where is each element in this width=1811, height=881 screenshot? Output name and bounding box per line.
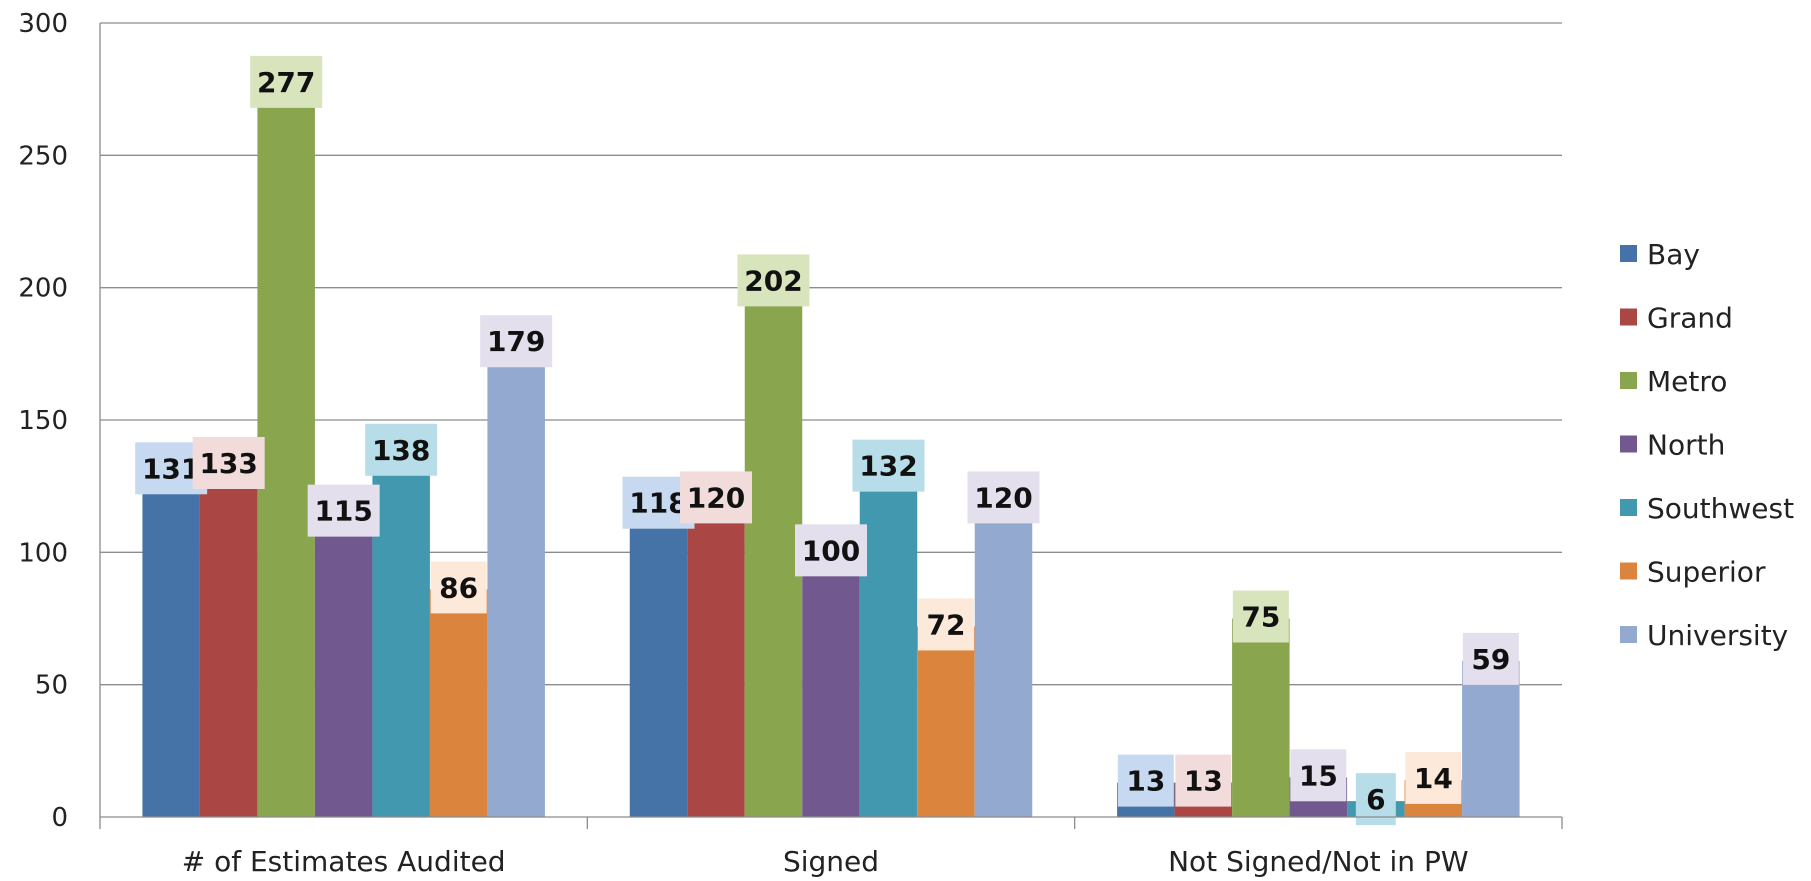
y-tick-label: 200 — [18, 274, 68, 304]
data-label-box — [1117, 754, 1174, 807]
data-label-box — [918, 598, 974, 651]
bar-metro — [257, 83, 315, 817]
legend-label: Southwest — [1647, 492, 1794, 525]
data-label: 59 — [1471, 643, 1510, 676]
data-label: 118 — [629, 487, 687, 520]
data-label-box — [192, 436, 265, 489]
bar-bay — [629, 504, 688, 817]
data-label: 132 — [859, 450, 917, 483]
legend-swatch — [1620, 245, 1637, 262]
x-axis: # of Estimates Audited Signed Not Signed/N… — [99, 23, 1563, 878]
data-label: 120 — [687, 481, 745, 514]
legend-label: Metro — [1647, 365, 1727, 398]
data-label-box — [967, 471, 1040, 524]
data-label-box — [680, 471, 752, 524]
data-label-box — [1290, 749, 1347, 802]
bar-superior — [429, 589, 488, 817]
legend-swatch — [1620, 435, 1637, 453]
data-label-box — [1405, 751, 1462, 804]
y-tick-label: 250 — [18, 141, 68, 171]
data-label: 13 — [1184, 765, 1223, 798]
category-label: Signed — [783, 845, 879, 878]
data-label-box — [1175, 754, 1232, 807]
data-label: 86 — [439, 571, 478, 604]
bar-university — [487, 343, 545, 817]
data-label-box — [1462, 632, 1519, 685]
data-label-box — [307, 484, 380, 537]
data-label: 120 — [974, 481, 1032, 514]
data-label-box — [795, 524, 867, 577]
y-tick-label: 0 — [51, 803, 68, 833]
y-tick-label: 50 — [35, 671, 68, 701]
data-label-box — [365, 423, 438, 476]
data-label: 115 — [314, 495, 372, 528]
category-label: Not Signed/Not in PW — [1168, 845, 1468, 878]
data-label-box — [430, 561, 487, 614]
legend-label: University — [1647, 619, 1788, 652]
y-tick-label: 300 — [18, 9, 68, 39]
data-label-box — [250, 55, 323, 108]
bar-metro — [1232, 618, 1290, 817]
data-label: 131 — [142, 452, 200, 485]
data-label: 138 — [372, 434, 430, 467]
data-label: 179 — [487, 325, 545, 358]
legend: Bay Grand Metro North Southwest Superior Unive… — [1620, 238, 1794, 652]
bar-grand — [687, 499, 745, 817]
data-label: 14 — [1414, 762, 1453, 795]
y-tick-label: 150 — [18, 406, 68, 436]
legend-swatch — [1620, 499, 1637, 516]
bar-bay — [142, 470, 200, 817]
data-label: 6 — [1366, 783, 1385, 816]
bar-grand — [199, 464, 258, 817]
bar-metro — [744, 282, 803, 818]
data-label-box — [480, 315, 553, 368]
legend-label: Bay — [1647, 238, 1700, 271]
bar-superior — [917, 626, 975, 817]
y-tick-label: 100 — [18, 538, 68, 568]
legend-swatch — [1620, 372, 1637, 389]
legend-label: Grand — [1647, 302, 1733, 335]
data-label: 15 — [1299, 759, 1338, 792]
data-label: 202 — [744, 264, 802, 297]
legend-label: Superior — [1647, 556, 1766, 589]
bar-southwest — [859, 467, 918, 817]
data-label: 133 — [199, 447, 257, 480]
bar-north — [314, 512, 373, 817]
data-label-box — [1232, 590, 1289, 643]
data-label: 72 — [927, 608, 966, 641]
data-label: 277 — [257, 66, 315, 99]
category-label: # of Estimates Audited — [182, 845, 506, 878]
data-label: 75 — [1241, 601, 1280, 634]
legend-label: North — [1647, 429, 1725, 462]
y-axis-ticks: 0 50 100 150 200 250 300 — [18, 9, 68, 833]
legend-swatch — [1620, 562, 1637, 580]
bar-university — [1462, 660, 1520, 817]
data-label: 100 — [802, 534, 860, 567]
bar-north — [802, 552, 860, 817]
bar-southwest — [372, 451, 430, 817]
legend-swatch — [1620, 308, 1637, 326]
data-label-box — [737, 254, 810, 307]
bar-university — [974, 499, 1033, 817]
data-label: 13 — [1126, 765, 1165, 798]
legend-swatch — [1620, 626, 1637, 643]
bar-series — [142, 83, 1520, 818]
data-label-box — [852, 439, 925, 492]
